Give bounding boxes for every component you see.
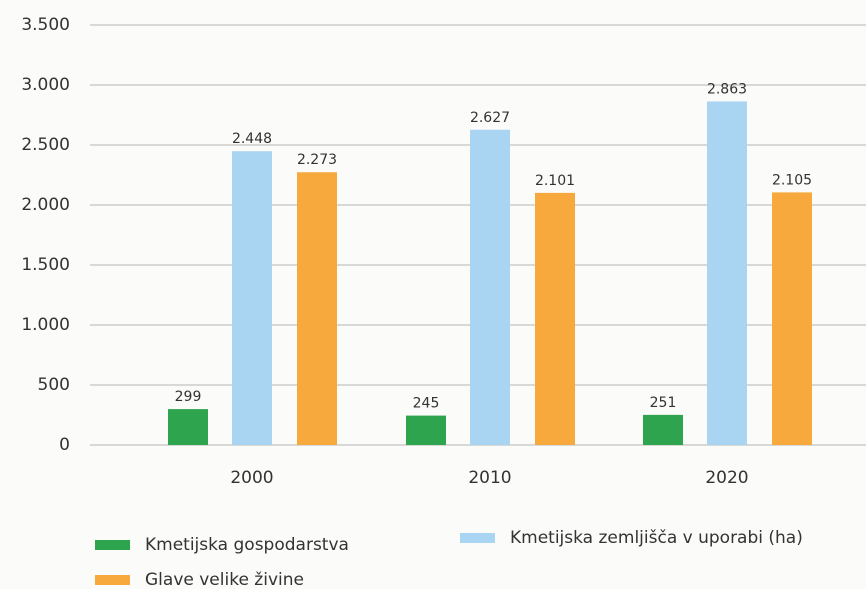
value-label: 2.105 — [772, 172, 812, 188]
bar — [168, 409, 208, 445]
legend-swatch — [95, 575, 130, 585]
bar — [643, 414, 683, 445]
legend-swatch — [460, 533, 495, 543]
bar — [707, 101, 747, 445]
x-tick-label: 2010 — [468, 468, 511, 488]
value-label: 2.863 — [707, 81, 747, 97]
y-tick-label: 0 — [59, 435, 70, 455]
bar — [297, 172, 337, 446]
y-tick-label: 1.000 — [21, 315, 70, 335]
value-label: 245 — [413, 396, 440, 412]
y-tick-label: 1.500 — [21, 255, 70, 275]
x-tick-label: 2020 — [705, 468, 748, 488]
y-tick-label: 3.500 — [21, 15, 70, 35]
value-label: 299 — [175, 389, 202, 405]
y-tick-label: 2.000 — [21, 195, 70, 215]
bar — [232, 151, 272, 446]
legend-label: Kmetijska zemljišča v uporabi (ha) — [510, 528, 803, 548]
y-tick-label: 3.000 — [21, 75, 70, 95]
x-tick-label: 2000 — [230, 468, 273, 488]
value-label: 2.273 — [297, 152, 337, 168]
value-label: 2.627 — [470, 110, 510, 126]
bar — [406, 415, 446, 445]
legend-label: Kmetijska gospodarstva — [145, 535, 349, 555]
legend-label: Glave velike živine — [145, 570, 304, 589]
bar — [470, 129, 510, 445]
value-label: 251 — [650, 395, 677, 411]
y-tick-label: 500 — [38, 375, 70, 395]
value-label: 2.101 — [535, 173, 575, 189]
y-tick-label: 2.500 — [21, 135, 70, 155]
value-label: 2.448 — [232, 131, 272, 147]
bar — [772, 192, 812, 445]
legend-swatch — [95, 540, 130, 550]
bar — [535, 192, 575, 445]
